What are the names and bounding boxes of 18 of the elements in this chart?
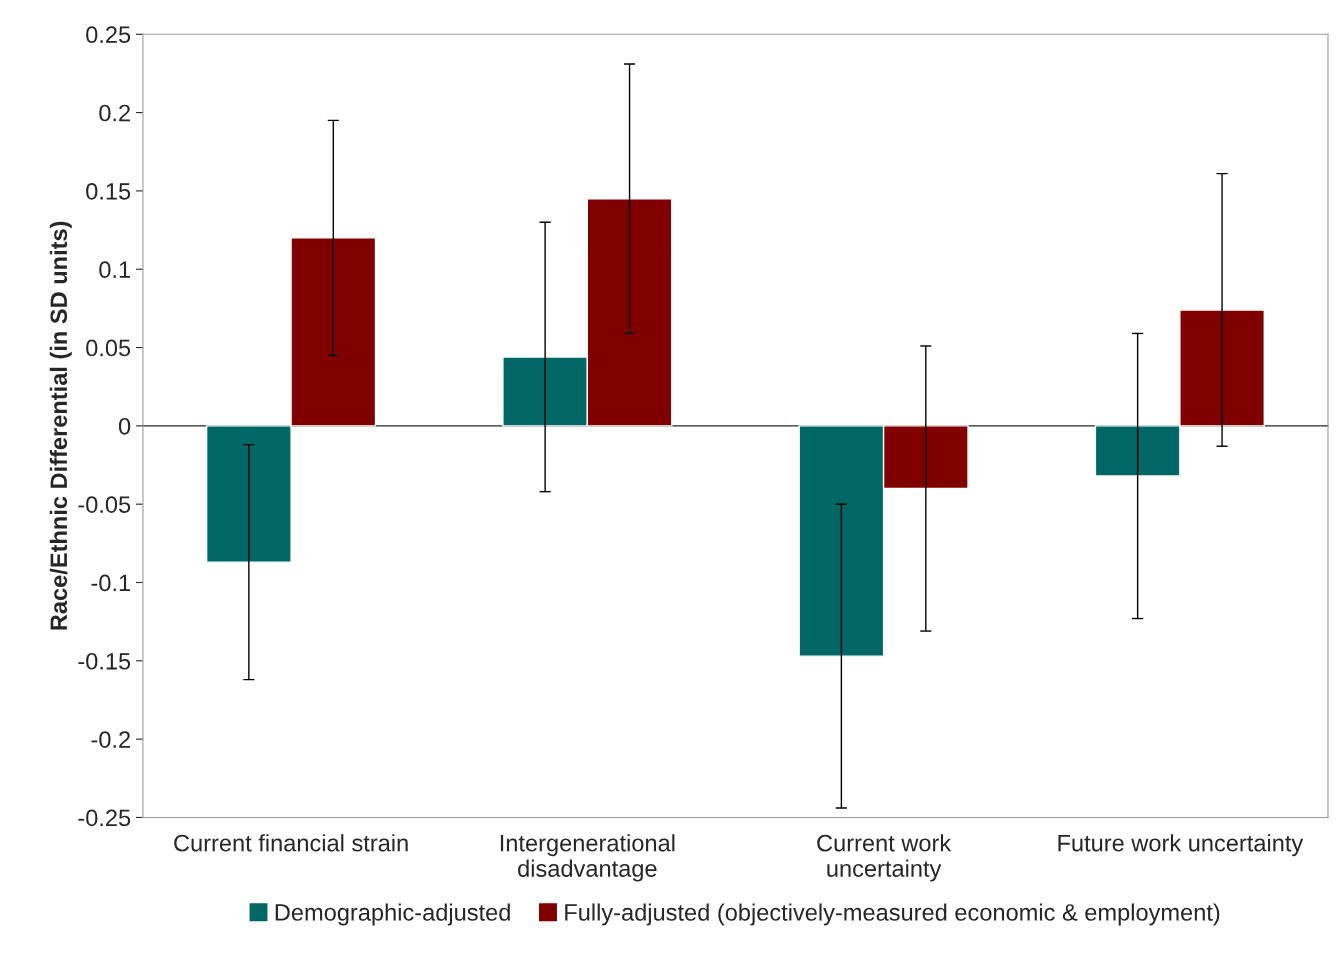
y-tick-label: -0.15 bbox=[78, 652, 131, 670]
y-tick-label: 0.05 bbox=[86, 339, 131, 357]
legend-label: Demographic-adjusted bbox=[275, 903, 510, 926]
y-tick-label: -0.05 bbox=[78, 496, 131, 513]
y-tick-label: 0.15 bbox=[86, 182, 131, 200]
x-tick-label: Current financial strain bbox=[174, 834, 408, 852]
y-tick-label: 0.2 bbox=[99, 104, 130, 122]
y-axis-title: Race/Ethnic Differential (in SD units) bbox=[49, 221, 72, 630]
x-tick-label: Future work uncertainty bbox=[1058, 834, 1304, 857]
y-tick-label: -0.25 bbox=[78, 809, 131, 827]
y-tick-label: -0.2 bbox=[91, 731, 130, 748]
y-tick-label: 0 bbox=[118, 417, 131, 435]
x-tick-label: Current work uncertainty bbox=[817, 834, 952, 882]
x-tick-label: Intergenerational disadvantage bbox=[500, 834, 675, 882]
y-tick-label: -0.1 bbox=[91, 574, 130, 592]
legend-label: Fully-adjusted (objectively-measured economic & employment) bbox=[565, 903, 1220, 926]
y-tick-label: 0.25 bbox=[86, 26, 131, 44]
y-tick-label: 0.1 bbox=[99, 261, 130, 279]
